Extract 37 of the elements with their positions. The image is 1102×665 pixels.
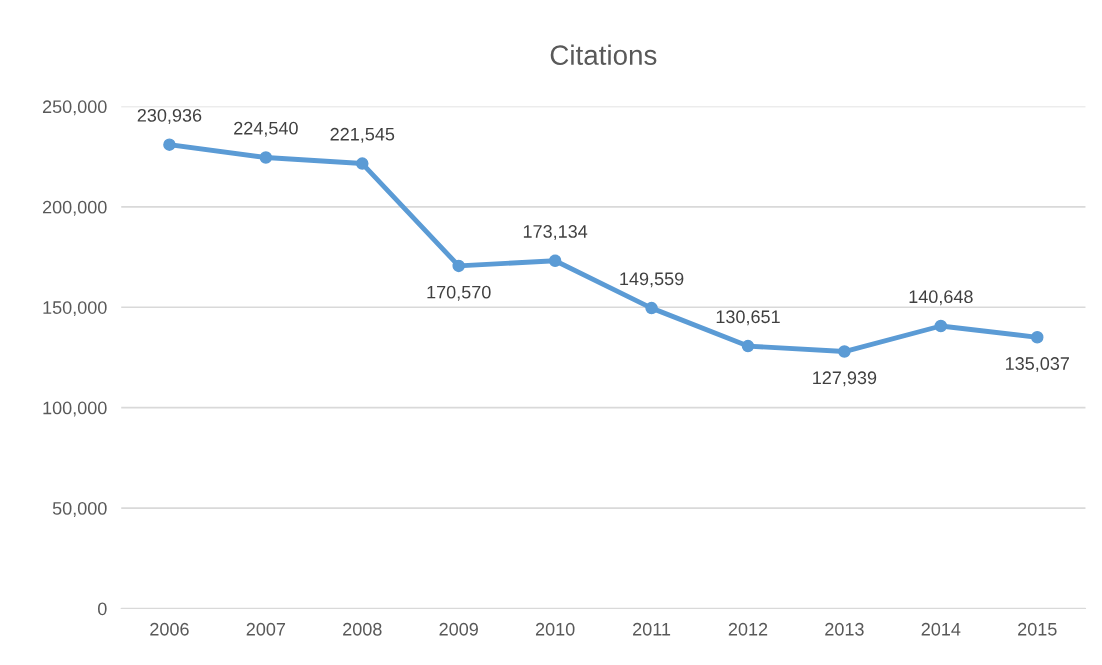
data-label: 230,936	[137, 108, 202, 124]
point	[163, 138, 176, 151]
point	[934, 319, 948, 333]
data-label: 135,037	[1006, 357, 1069, 373]
y-tick-label: 0	[98, 602, 107, 616]
x-tick-label: 2015	[1018, 622, 1057, 636]
point	[548, 254, 562, 268]
x-tick-label: 2010	[535, 622, 575, 636]
x-tick-label: 2009	[439, 622, 478, 636]
point	[356, 157, 369, 170]
y-tick-label: 100,000	[43, 401, 107, 417]
y-tick-label: 150,000	[43, 301, 107, 317]
x-tick-label: 2011	[633, 622, 671, 636]
data-label: 173,134	[523, 225, 588, 240]
y-tick-label: 200,000	[42, 200, 107, 216]
point	[645, 301, 658, 315]
data-label: 224,540	[234, 121, 298, 137]
x-tick-label: 2012	[728, 622, 768, 636]
x-tick-label: 2006	[150, 622, 189, 636]
data-label: 170,570	[427, 285, 491, 301]
data-label: 130,651	[716, 310, 780, 326]
data-label: 127,939	[813, 371, 877, 387]
x-tick-label: 2008	[343, 622, 382, 636]
chart-title: Citations	[550, 44, 657, 66]
point	[1031, 331, 1044, 344]
y-tick-label: 250,000	[42, 100, 107, 116]
point	[741, 339, 755, 353]
point	[452, 259, 465, 273]
x-tick-label: 2013	[825, 622, 864, 636]
x-tick-label: 2014	[921, 622, 961, 636]
point	[259, 151, 273, 164]
x-tick-label: 2007	[246, 622, 286, 636]
data-label: 140,648	[909, 290, 973, 306]
data-label: 149,559	[620, 272, 684, 288]
data-label: 221,545	[330, 127, 395, 143]
y-tick-label: 50,000	[52, 501, 107, 517]
point	[838, 345, 851, 358]
